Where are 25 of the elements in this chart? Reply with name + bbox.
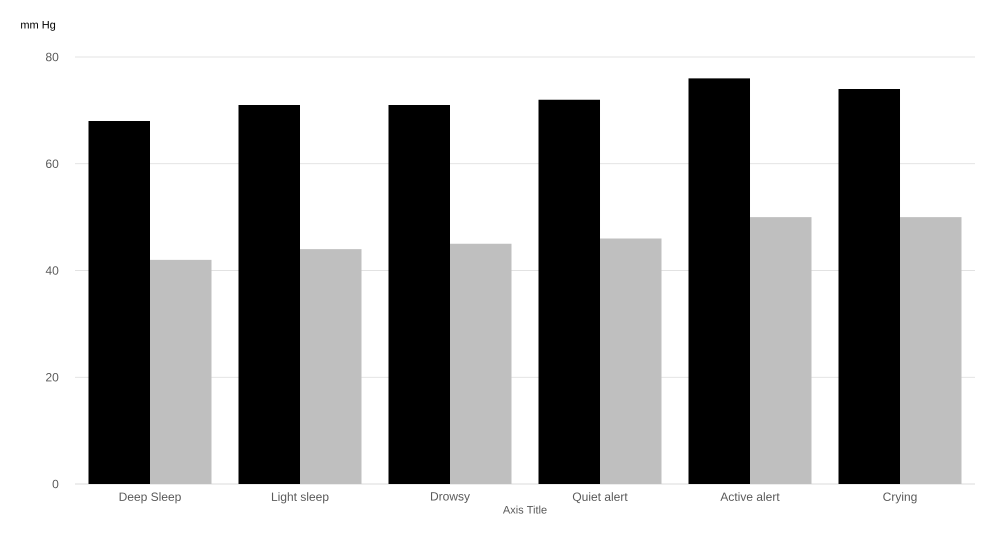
bar (900, 217, 962, 484)
x-tick-label: Drowsy (430, 492, 470, 503)
x-axis-title: Axis Title (502, 506, 547, 514)
y-axis-title: mm Hg (21, 20, 56, 31)
y-tick-label: 80 (46, 52, 58, 62)
y-tick-label: 20 (46, 373, 58, 382)
bar (600, 238, 662, 484)
x-tick-label: Active alert (720, 492, 780, 502)
bar (150, 260, 212, 484)
bar (238, 105, 300, 484)
bar (88, 121, 150, 484)
bar (538, 100, 600, 484)
bar (750, 217, 812, 484)
bar (388, 105, 450, 484)
x-tick-label: Light sleep (272, 492, 328, 504)
y-tick-label: 40 (46, 266, 58, 275)
y-tick-label: 0 (52, 480, 58, 488)
bar (688, 78, 750, 484)
x-tick-label: Quiet alert (572, 492, 628, 504)
bar (450, 244, 512, 484)
bar (300, 249, 362, 484)
y-tick-label: 60 (46, 160, 58, 168)
x-tick-label: Crying (883, 492, 917, 504)
bar (838, 89, 900, 484)
x-tick-label: Deep Sleep (120, 492, 181, 504)
